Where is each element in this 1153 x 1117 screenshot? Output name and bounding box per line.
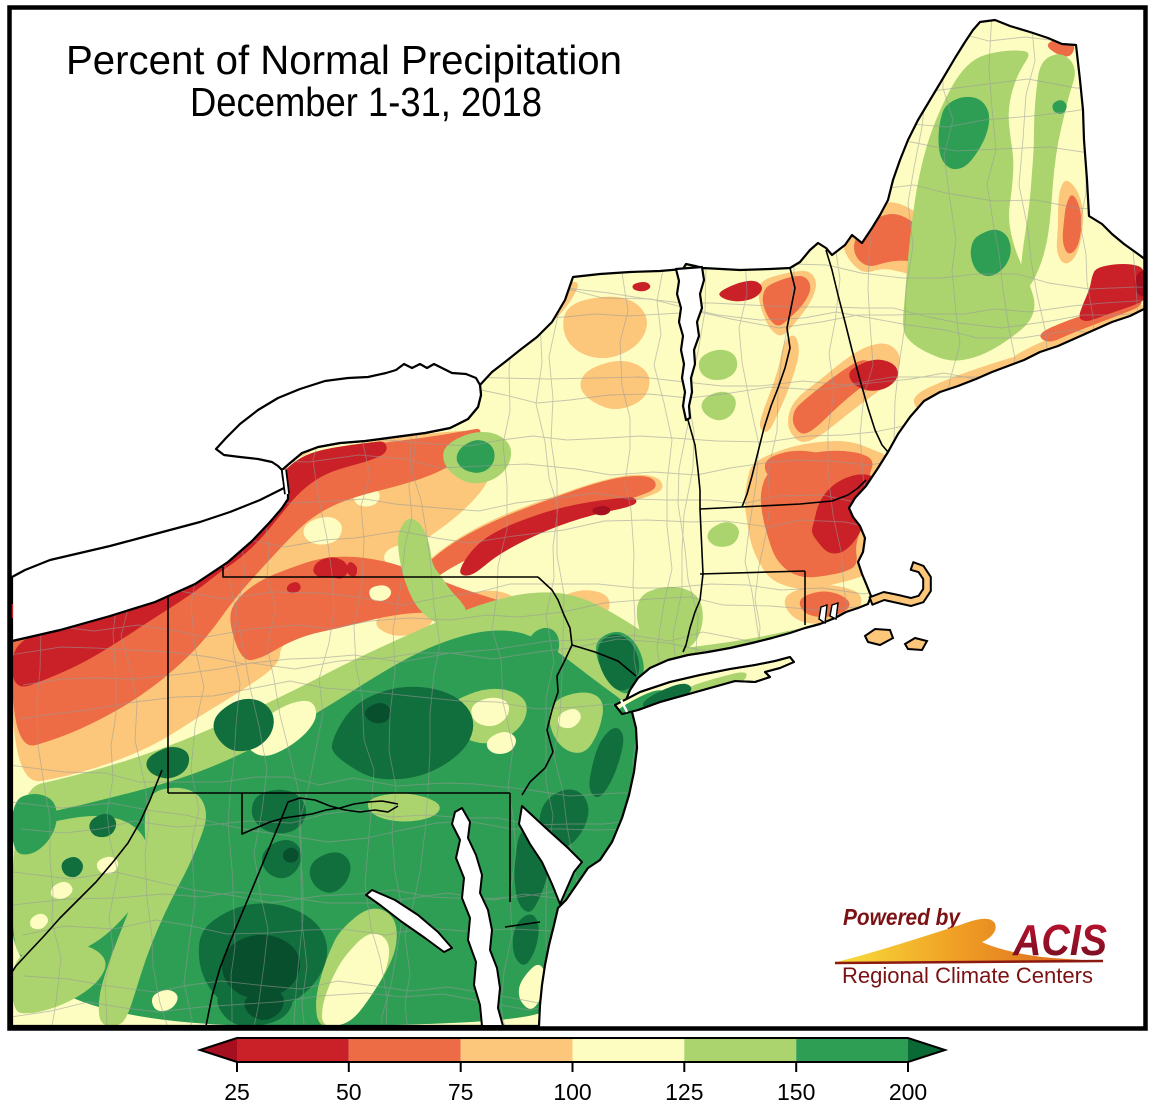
svg-text:50: 50 (336, 1079, 362, 1105)
svg-text:Percent of Normal Precipitatio: Percent of Normal Precipitation (66, 37, 622, 83)
svg-text:Powered by: Powered by (843, 904, 961, 930)
svg-text:125: 125 (665, 1079, 703, 1105)
svg-text:25: 25 (224, 1079, 250, 1105)
svg-text:150: 150 (777, 1079, 815, 1105)
svg-text:100: 100 (553, 1079, 591, 1105)
svg-text:December 1-31, 2018: December 1-31, 2018 (190, 79, 542, 125)
svg-text:Regional Climate Centers: Regional Climate Centers (842, 963, 1093, 988)
svg-text:75: 75 (448, 1079, 474, 1105)
svg-text:ACIS: ACIS (1012, 916, 1107, 965)
svg-text:200: 200 (889, 1079, 927, 1105)
